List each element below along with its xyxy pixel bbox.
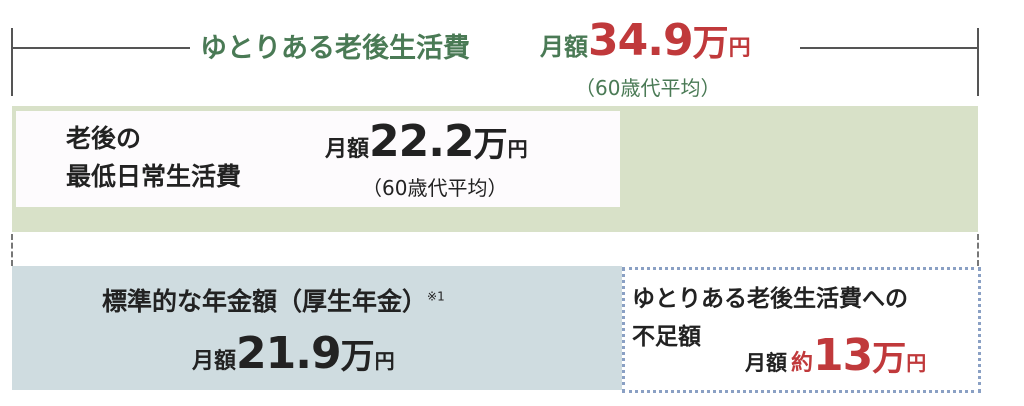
- comfortable-label: ゆとりある老後生活費: [200, 33, 470, 64]
- bracket-line-left: [12, 47, 190, 49]
- shortfall-unit-man: 万: [872, 339, 907, 379]
- pension-footnote: ※1: [427, 289, 445, 304]
- pension-label-text: 標準的な年金額（厚生年金）: [102, 287, 428, 316]
- minimum-note: （60歳代平均）: [362, 176, 508, 200]
- shortfall-prefix: 月額: [745, 351, 787, 375]
- shortfall-approx: 約: [791, 351, 814, 376]
- minimum-unit-man: 万: [473, 125, 508, 165]
- bracket-line-right: [800, 47, 978, 49]
- pension-box: [12, 266, 622, 390]
- minimum-prefix: 月額: [325, 137, 370, 162]
- pension-unit-man: 万: [340, 337, 375, 377]
- minimum-unit-yen: 円: [507, 137, 528, 161]
- comfortable-unit-man: 万: [692, 23, 729, 64]
- comfortable-prefix: 月額: [540, 33, 588, 61]
- minimum-label: 老後の 最低日常生活費: [66, 120, 241, 196]
- comfortable-value: 34.9: [588, 15, 694, 66]
- shortfall-box: [622, 267, 981, 393]
- shortfall-label: ゆとりある老後生活費への 不足額: [632, 280, 908, 356]
- dashed-connector-right: [977, 234, 979, 266]
- pension-value: 21.9: [236, 328, 342, 379]
- minimum-cost-box: [16, 111, 620, 207]
- shortfall-label-line1: ゆとりある老後生活費への: [632, 286, 908, 312]
- shortfall-value: 13: [813, 330, 873, 381]
- shortfall-amount: 月額 約 13 万 円: [745, 330, 926, 381]
- pension-prefix: 月額: [192, 349, 237, 374]
- minimum-label-line1: 老後の: [66, 124, 142, 153]
- dashed-connector-left: [11, 234, 13, 266]
- comfortable-amount: 月額 34.9 万 円: [540, 14, 751, 66]
- comfortable-unit-yen: 円: [728, 36, 751, 61]
- shortfall-label-line2: 不足額: [632, 324, 701, 350]
- pension-amount: 月額 21.9 万 円: [192, 328, 395, 379]
- minimum-value: 22.2: [369, 116, 475, 167]
- bracket-right-tick: [977, 28, 979, 96]
- bracket-left-tick: [11, 28, 13, 96]
- minimum-amount: 月額 22.2 万 円: [325, 116, 528, 167]
- comfortable-note: （60歳代平均）: [575, 76, 721, 100]
- pension-label: 標準的な年金額（厚生年金）※1: [102, 282, 445, 318]
- minimum-label-line2: 最低日常生活費: [66, 162, 242, 191]
- shortfall-unit-yen: 円: [906, 351, 927, 375]
- pension-unit-yen: 円: [374, 349, 395, 373]
